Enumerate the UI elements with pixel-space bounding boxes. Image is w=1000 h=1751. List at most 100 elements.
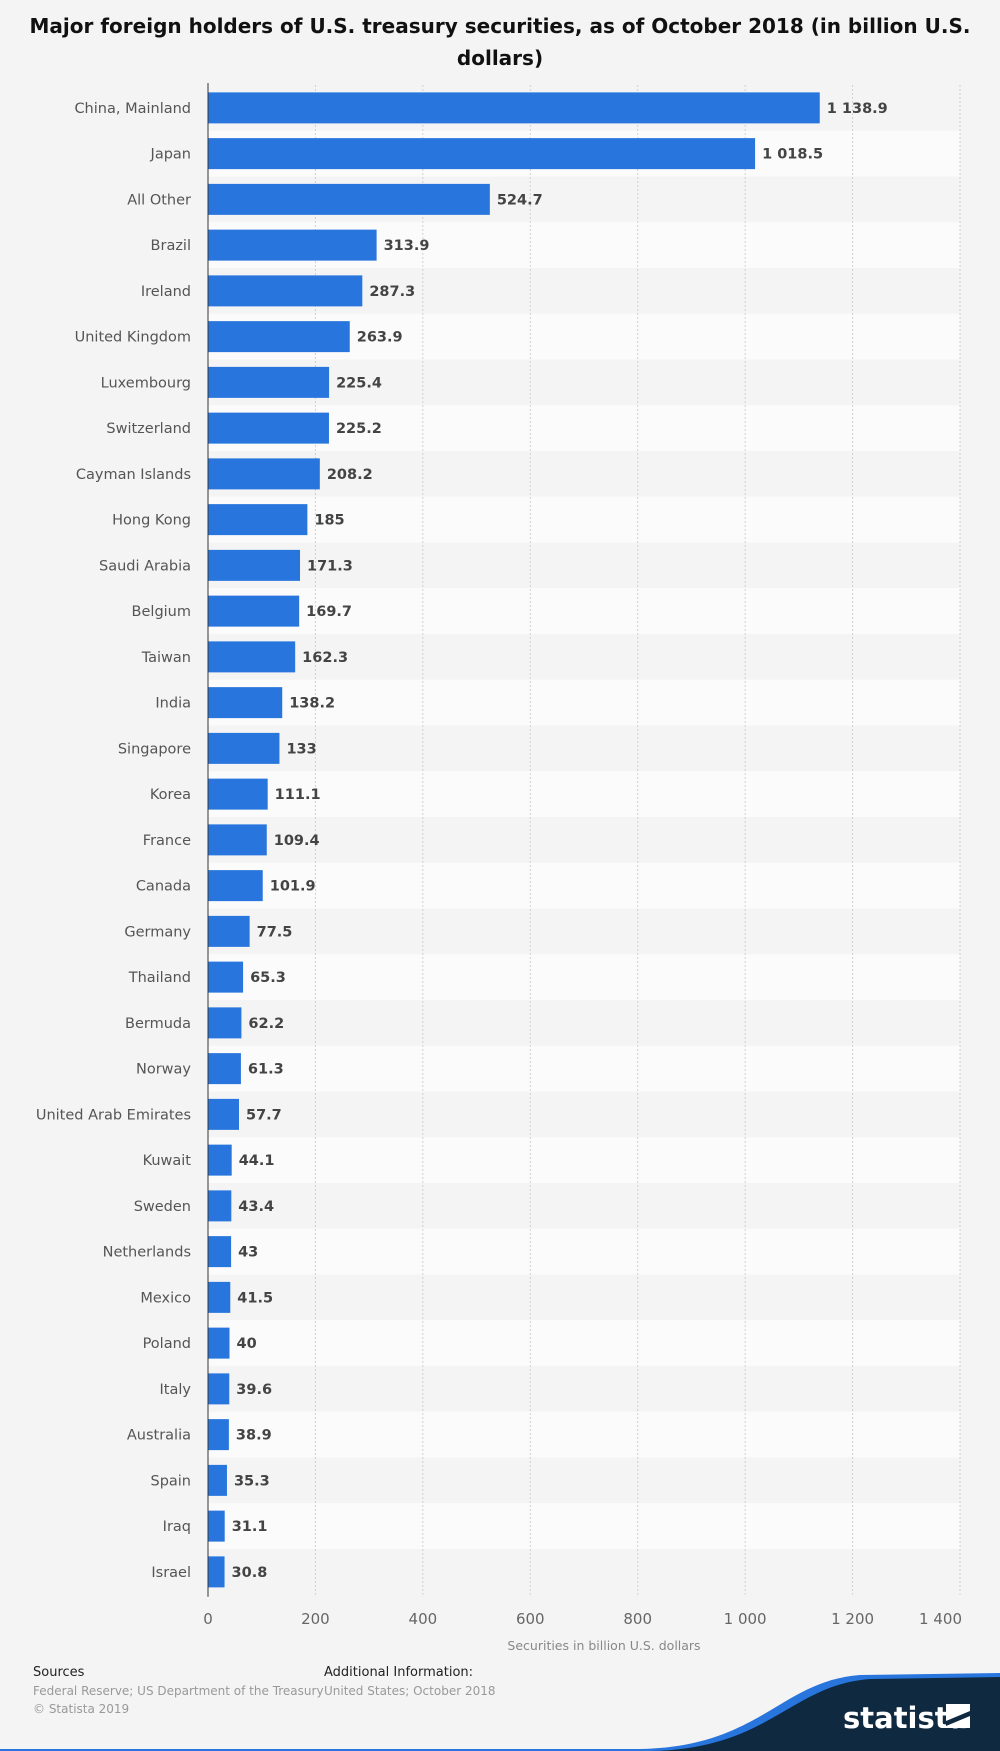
category-label: Italy <box>160 1382 192 1398</box>
value-label: 287.3 <box>369 284 415 300</box>
row-stripe <box>208 679 960 726</box>
x-tick-label: 200 <box>301 1610 330 1628</box>
category-label: United Arab Emirates <box>36 1107 191 1123</box>
category-label: Thailand <box>128 970 191 986</box>
category-label: Norway <box>136 1062 191 1078</box>
sources-label: Sources <box>33 1665 85 1680</box>
x-tick-label: 0 <box>203 1610 213 1628</box>
row-stripe <box>208 954 960 1000</box>
bar <box>208 824 267 856</box>
value-label: 133 <box>286 741 316 757</box>
row-stripe <box>208 1320 960 1366</box>
value-label: 43 <box>238 1245 258 1261</box>
bar <box>208 183 490 215</box>
bar <box>208 915 250 947</box>
statista-logo: statista <box>0 1673 1000 1751</box>
value-label: 109.4 <box>274 833 320 849</box>
bar <box>208 961 244 993</box>
value-label: 31.1 <box>232 1519 268 1535</box>
bar <box>208 687 283 719</box>
copyright: © Statista 2019 <box>33 1702 130 1716</box>
bar <box>208 366 330 398</box>
category-label: Spain <box>150 1473 191 1489</box>
bar <box>208 732 280 764</box>
bar <box>208 1007 242 1039</box>
category-label: Germany <box>124 924 191 940</box>
bar <box>208 778 268 810</box>
value-label: 171.3 <box>307 558 353 574</box>
x-tick-label: 1 200 <box>831 1610 874 1628</box>
row-stripe <box>208 1503 960 1549</box>
bar <box>208 641 296 673</box>
bar <box>208 1510 225 1542</box>
additional-info-label: Additional Information: <box>324 1665 474 1680</box>
bar <box>208 1190 232 1222</box>
category-label: Belgium <box>132 604 191 620</box>
category-label: Ireland <box>141 284 191 300</box>
category-label: United Kingdom <box>75 330 191 346</box>
bar <box>208 458 320 490</box>
value-label: 35.3 <box>234 1473 270 1489</box>
value-label: 208.2 <box>327 467 373 483</box>
value-label: 101.9 <box>270 879 316 895</box>
row-stripe <box>208 1228 960 1275</box>
category-label: Hong Kong <box>112 513 191 529</box>
value-label: 225.4 <box>336 375 382 391</box>
category-label: China, Mainland <box>74 101 191 117</box>
bar <box>208 321 350 353</box>
bar <box>208 229 377 261</box>
category-label: Israel <box>151 1565 191 1581</box>
value-label: 40 <box>236 1336 256 1352</box>
additional-info-text: United States; October 2018 <box>324 1684 496 1698</box>
bar <box>208 1053 241 1085</box>
bar-chart: 0 200 400 600 800 1 000 1 200 1 400 China, Mainl… <box>36 83 962 1653</box>
bar <box>208 1281 231 1313</box>
value-label: 313.9 <box>384 238 430 254</box>
category-label: India <box>155 696 191 712</box>
category-label: Canada <box>136 879 191 895</box>
value-label: 62.2 <box>248 1016 284 1032</box>
category-label: Mexico <box>140 1290 191 1306</box>
value-label: 30.8 <box>232 1565 268 1581</box>
value-label: 41.5 <box>237 1290 273 1306</box>
row-stripe <box>208 771 960 817</box>
value-label: 38.9 <box>236 1428 272 1444</box>
category-label: Bermuda <box>125 1016 191 1032</box>
bar <box>208 504 308 536</box>
bar <box>208 138 756 170</box>
category-label: Taiwan <box>141 650 191 666</box>
bar <box>208 549 301 581</box>
bar <box>208 412 329 444</box>
category-label: Australia <box>127 1428 191 1444</box>
sources-text[interactable]: Federal Reserve; US Department of the Tr… <box>33 1684 324 1698</box>
category-label: Poland <box>143 1336 191 1352</box>
value-label: 263.9 <box>357 330 403 346</box>
value-label: 225.2 <box>336 421 382 437</box>
category-label: Japan <box>150 147 191 163</box>
value-label: 1 018.5 <box>762 147 823 163</box>
category-label: Cayman Islands <box>76 467 191 483</box>
bar <box>208 1464 227 1496</box>
x-tick-label: 1 000 <box>724 1610 767 1628</box>
value-label: 39.6 <box>236 1382 272 1398</box>
bar <box>208 1144 232 1176</box>
value-label: 162.3 <box>302 650 348 666</box>
category-label: Kuwait <box>143 1153 192 1169</box>
value-label: 185 <box>314 513 344 529</box>
bar <box>208 595 300 627</box>
value-label: 65.3 <box>250 970 286 986</box>
category-label: France <box>143 833 191 849</box>
category-label: Luxembourg <box>101 375 191 391</box>
bar <box>208 275 363 307</box>
category-label: Korea <box>150 787 191 803</box>
bar <box>208 1327 230 1359</box>
value-label: 1 138.9 <box>827 101 888 117</box>
row-stripe <box>208 862 960 909</box>
category-label: Sweden <box>134 1199 191 1215</box>
x-tick-label: 600 <box>516 1610 545 1628</box>
category-label: Singapore <box>118 741 191 757</box>
bar <box>208 1098 239 1130</box>
bar <box>208 1373 230 1405</box>
x-tick-label: 400 <box>409 1610 438 1628</box>
row-stripe <box>208 405 960 451</box>
